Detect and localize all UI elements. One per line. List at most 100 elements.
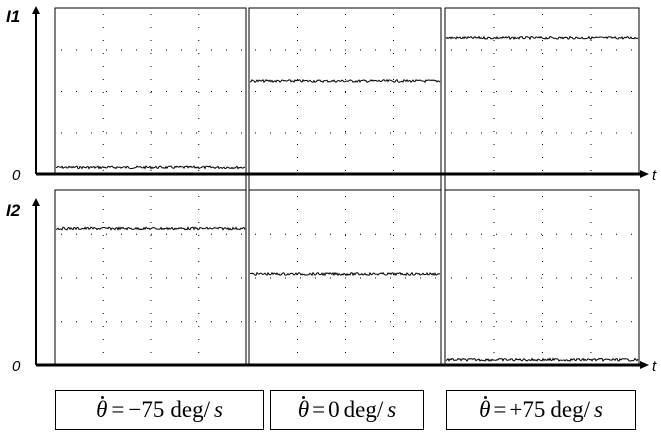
grid-dot [297,300,298,301]
grid-dot [631,132,632,134]
grid-dot [542,339,543,340]
grid-dot [196,277,197,279]
grid-dot [511,233,512,235]
grid-dot [556,49,557,51]
grid-dot [150,131,152,132]
grid-dot [360,233,361,235]
grid-dot [590,313,592,314]
signal-trace-i1 [55,165,246,170]
grid-dot [390,49,391,51]
grid-dot [102,248,104,249]
grid-dot [297,339,298,340]
grid-dot [297,79,298,80]
grid-dot [616,49,617,51]
grid-dot [541,49,542,51]
grid-dot [345,326,346,327]
grid-dot [241,321,242,323]
grid-dot [493,339,495,340]
grid-dot [102,209,104,210]
grid-dot [542,222,543,223]
y-axis-arrow-icon [32,6,40,14]
grid-dot [198,274,200,275]
grid-dot [151,91,152,92]
grid-dot [121,132,122,134]
grid-dot [360,49,361,51]
grid-dot [590,274,592,275]
grid-dot [61,233,62,235]
grid-dot [345,105,346,106]
grid-dot [166,49,167,51]
i1-axis-label: I1 [6,7,20,26]
grid-dot [631,91,632,92]
grid-dot [297,222,298,223]
grid-dot [255,321,256,323]
grid-dot [542,170,543,171]
grid-dot [150,235,152,236]
grid-dot [345,339,346,340]
grid-dot [150,105,152,106]
grid-dot [360,91,361,92]
caption-panel-3: θ = +75 deg/ s [446,390,636,430]
grid-dot [181,91,182,92]
panel-frame [54,7,247,175]
grid-dot [300,277,301,279]
grid-dot [466,49,467,51]
grid-dot [542,131,543,132]
grid-dot [151,49,152,51]
grid-dot [542,40,543,41]
grid-dot [136,321,137,323]
grid-dot [435,91,436,92]
grid-dot [542,261,543,262]
grid-dot [166,132,167,134]
grid-dot [91,49,92,51]
grid-dot [493,261,495,262]
grid-dot [590,209,592,210]
grid-dot [616,132,617,134]
grid-dot [420,321,421,323]
grid-dot [586,132,587,134]
caption-unit-s: s [213,397,223,422]
grid-dot [91,91,92,92]
grid-dot [91,321,92,323]
grid-dot [345,92,346,93]
grid-dot [526,233,527,235]
caption-equals: = [493,397,507,422]
grid-dot [297,170,298,171]
grid-dot [542,287,543,288]
grid-dot [166,233,167,235]
grid-dot [542,313,543,314]
grid-dot [76,132,77,134]
grid-dot [393,79,394,80]
grid-dot [405,132,406,134]
grid-dot [150,79,152,80]
grid-dot [196,233,197,235]
grid-dot [393,209,394,210]
grid-dot [586,91,587,92]
grid-dot [405,49,406,51]
caption-equals: = [111,397,125,422]
grid-dot [198,53,200,54]
grid-dot [198,300,200,301]
grid-dot [102,170,104,171]
grid-dot [285,91,286,92]
grid-dot [590,27,592,28]
grid-dot [297,53,298,54]
grid-dot [76,233,77,235]
grid-dot [586,49,587,51]
grid-dot [91,277,92,279]
grid-dot [345,144,346,145]
grid-dot [150,53,152,54]
grid-dot [102,300,104,301]
grid-dot [542,274,543,275]
grid-dot [493,92,495,93]
grid-dot [496,49,497,51]
caption-value: +75 [509,397,546,422]
grid-dot [556,233,557,235]
grid-dot [150,209,152,210]
grid-dot [590,222,592,223]
grid-dot [451,49,452,51]
grid-dot [300,233,301,235]
grid-dot [151,132,152,134]
grid-dot [150,27,152,28]
grid-dot [496,132,497,134]
